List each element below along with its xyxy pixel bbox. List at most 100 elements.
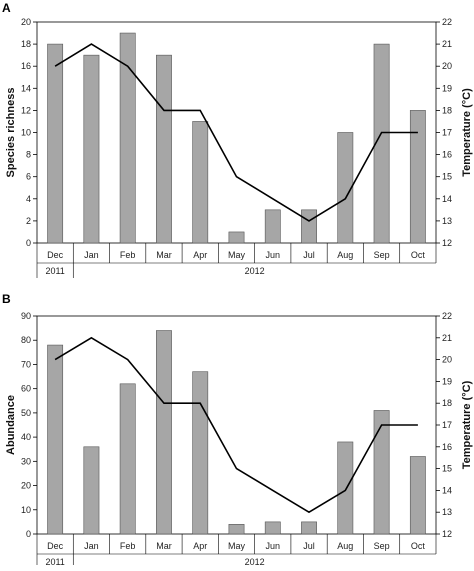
y-tick-label: 18 [21,39,31,49]
x-tick-label: Oct [411,250,426,260]
year-label: 2011 [45,557,64,567]
bar-may [228,524,245,535]
bar-dec [47,43,64,244]
y-tick-label: 0 [26,529,31,539]
x-tick-label: May [228,250,246,260]
bar-jun [264,209,281,244]
y-tick-label: 90 [21,311,31,321]
y2-tick-label: 22 [442,311,452,321]
x-tick-label: Sep [374,250,390,260]
bar-mar [156,330,172,535]
chart-panel-a: A024681012141618201213141516171819202122… [2,1,473,278]
x-tick-label: Jan [84,541,99,551]
y-tick-label: 14 [21,83,31,93]
x-tick-label: Mar [156,250,172,260]
panel-label: B [2,292,11,306]
y-axis-label: Species richness [5,88,17,178]
temperature-line [54,336,418,514]
x-tick-label: May [228,541,246,551]
y2-tick-label: 16 [442,150,452,160]
y2-tick-label: 17 [442,128,452,138]
y-tick-label: 20 [21,481,31,491]
y2-tick-label: 19 [442,83,452,93]
y-tick-label: 16 [21,61,31,71]
bar-apr [192,121,209,244]
bar-feb [119,32,136,244]
x-tick-label: Jun [266,250,281,260]
y-tick-label: 20 [21,17,31,27]
year-label: 2011 [45,266,64,276]
y2-tick-label: 21 [442,39,452,49]
temperature-line [54,43,418,222]
y-tick-label: 8 [26,150,31,160]
year-label: 2012 [245,557,265,567]
y-tick-label: 40 [21,432,31,442]
y2-tick-label: 17 [442,420,452,430]
y-axis-label: Abundance [5,395,17,455]
x-tick-label: Dec [47,541,64,551]
y2-tick-label: 21 [442,333,452,343]
y-tick-label: 12 [21,105,31,115]
y-tick-label: 30 [21,456,31,466]
x-tick-label: Jul [303,541,315,551]
y-tick-label: 10 [21,505,31,515]
bar-jan [83,54,100,244]
y-tick-label: 2 [26,216,31,226]
y2-tick-label: 18 [442,398,452,408]
bar-jan [83,446,100,535]
x-tick-label: Jul [303,250,315,260]
y2-tick-label: 20 [442,355,452,365]
y2-tick-label: 13 [442,216,452,226]
panel-label: A [2,1,11,15]
x-tick-label: Mar [156,541,172,551]
y2-tick-label: 15 [442,464,452,474]
x-tick-label: Apr [193,541,207,551]
bar-sep [373,410,390,535]
bar-apr [192,371,209,535]
bar-sep [373,43,390,244]
y2-tick-label: 16 [442,442,452,452]
y2-tick-label: 20 [442,61,452,71]
x-tick-label: Dec [47,250,64,260]
y-tick-label: 60 [21,384,31,394]
bar-oct [409,110,426,244]
chart-panel-b: B 0 10 20 30 40 50 60 70 80 90 12 13 14 15 16 17 18 19 20 21… [2,292,473,567]
x-tick-label: Aug [337,541,353,551]
y2-tick-label: 12 [442,529,452,539]
x-tick-label: Sep [374,541,390,551]
y2-tick-label: 13 [442,507,452,517]
bar-feb [119,383,136,535]
y2-tick-label: 12 [442,238,452,248]
y-tick-label: 4 [26,194,31,204]
bar-jun [264,521,281,535]
y-tick-label: 10 [21,128,31,138]
y2-tick-label: 14 [442,485,452,495]
bar-jul [301,209,317,244]
y2-tick-label: 22 [442,17,452,27]
x-tick-label: Feb [120,250,136,260]
y-tick-label: 0 [26,238,31,248]
bar-dec [47,344,64,535]
y2-tick-label: 15 [442,172,452,182]
y-tick-label: 6 [26,172,31,182]
y-tick-label: 70 [21,359,31,369]
bar-oct [409,456,426,535]
year-label: 2012 [245,266,265,276]
y2-tick-label: 14 [442,194,452,204]
y2-tick-label: 18 [442,105,452,115]
x-tick-label: Feb [120,541,136,551]
x-tick-label: Apr [193,250,207,260]
x-tick-label: Jun [266,541,281,551]
y2-tick-label: 19 [442,376,452,386]
bar-aug [337,441,354,535]
bar-may [228,231,245,244]
x-tick-label: Oct [411,541,426,551]
x-tick-label: Aug [337,250,353,260]
y2-axis-label: Temperature (°C) [461,88,473,177]
y-tick-label: 50 [21,408,31,418]
y-tick-label: 80 [21,335,31,345]
x-tick-label: Jan [84,250,99,260]
bar-aug [337,132,354,244]
bar-jul [301,521,317,535]
